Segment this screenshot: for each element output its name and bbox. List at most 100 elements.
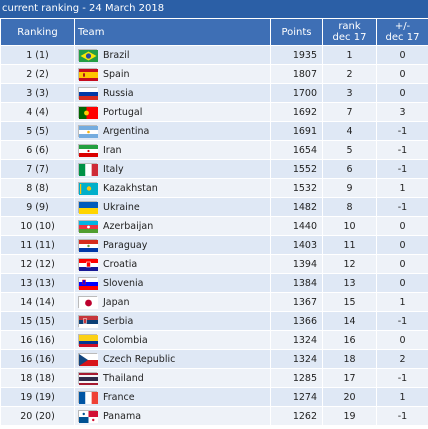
table-row: 8 (8) Kazakhstan 1532 9 1 — [0, 178, 428, 198]
table-row: 2 (2) Spain 1807 2 0 — [0, 64, 428, 84]
cell-rank-dec17: 2 — [322, 64, 377, 84]
cell-rank-dec17: 13 — [322, 273, 377, 293]
cell-team: Russia — [74, 83, 271, 103]
cell-diff-dec17: -1 — [376, 311, 428, 331]
header-diff-dec17: +/- dec 17 — [376, 18, 428, 46]
team-name[interactable]: Croatia — [103, 258, 138, 270]
cell-rank-dec17: 19 — [322, 406, 377, 426]
cell-team: Portugal — [74, 102, 271, 122]
table-row: 6 (6) Iran 1654 5 -1 — [0, 140, 428, 160]
team-name[interactable]: Azerbaijan — [103, 220, 154, 232]
cell-ranking: 10 (10) — [0, 216, 75, 236]
croatia-flag-icon — [78, 258, 98, 271]
team-name[interactable]: Italy — [103, 163, 124, 175]
cell-rank-dec17: 7 — [322, 102, 377, 122]
ukraine-flag-icon — [78, 201, 98, 214]
cell-diff-dec17: 0 — [376, 216, 428, 236]
table-row: 11 (11) Paraguay 1403 11 0 — [0, 235, 428, 255]
team-name[interactable]: Serbia — [103, 315, 134, 327]
team-name[interactable]: Russia — [103, 87, 134, 99]
cell-points: 1552 — [270, 159, 323, 179]
cell-rank-dec17: 20 — [322, 387, 377, 407]
cell-diff-dec17: 0 — [376, 254, 428, 274]
team-name[interactable]: Portugal — [103, 106, 143, 118]
table-row: 16 (16) Czech Republic 1324 18 2 — [0, 349, 428, 369]
cell-team: Colombia — [74, 330, 271, 350]
cell-points: 1403 — [270, 235, 323, 255]
cell-ranking: 14 (14) — [0, 292, 75, 312]
colombia-flag-icon — [78, 334, 98, 347]
cell-team: Azerbaijan — [74, 216, 271, 236]
cell-points: 1324 — [270, 349, 323, 369]
cell-ranking: 7 (7) — [0, 159, 75, 179]
azerbaijan-flag-icon — [78, 220, 98, 233]
team-name[interactable]: Kazakhstan — [103, 182, 158, 194]
cell-team: Croatia — [74, 254, 271, 274]
table-row: 16 (16) Colombia 1324 16 0 — [0, 330, 428, 350]
team-name[interactable]: Ukraine — [103, 201, 140, 213]
brazil-flag-icon — [78, 49, 98, 62]
team-name[interactable]: France — [103, 391, 135, 403]
team-name[interactable]: Thailand — [103, 372, 144, 384]
cell-rank-dec17: 12 — [322, 254, 377, 274]
cell-rank-dec17: 1 — [322, 45, 377, 65]
header-rank-line1: rank — [338, 21, 361, 32]
cell-team: France — [74, 387, 271, 407]
table-row: 4 (4) Portugal 1692 7 3 — [0, 102, 428, 122]
spain-flag-icon — [78, 68, 98, 81]
cell-team: Serbia — [74, 311, 271, 331]
cell-diff-dec17: 0 — [376, 330, 428, 350]
cell-rank-dec17: 5 — [322, 140, 377, 160]
cell-rank-dec17: 17 — [322, 368, 377, 388]
cell-rank-dec17: 4 — [322, 121, 377, 141]
cell-points: 1394 — [270, 254, 323, 274]
team-name[interactable]: Brazil — [103, 49, 130, 61]
cell-team: Paraguay — [74, 235, 271, 255]
team-name[interactable]: Japan — [103, 296, 130, 308]
team-name[interactable]: Czech Republic — [103, 353, 176, 365]
cell-points: 1654 — [270, 140, 323, 160]
japan-flag-icon — [78, 296, 98, 309]
table-row: 9 (9) Ukraine 1482 8 -1 — [0, 197, 428, 217]
team-name[interactable]: Iran — [103, 144, 122, 156]
cell-team: Italy — [74, 159, 271, 179]
cell-ranking: 5 (5) — [0, 121, 75, 141]
cell-points: 1367 — [270, 292, 323, 312]
team-name[interactable]: Panama — [103, 410, 142, 422]
team-name[interactable]: Spain — [103, 68, 130, 80]
cell-ranking: 2 (2) — [0, 64, 75, 84]
cell-team: Spain — [74, 64, 271, 84]
header-rank-dec17: rank dec 17 — [322, 18, 377, 46]
iran-flag-icon — [78, 144, 98, 157]
table-row: 1 (1) Brazil 1935 1 0 — [0, 45, 428, 65]
team-name[interactable]: Argentina — [103, 125, 150, 137]
team-name[interactable]: Colombia — [103, 334, 148, 346]
table-row: 3 (3) Russia 1700 3 0 — [0, 83, 428, 103]
cell-rank-dec17: 8 — [322, 197, 377, 217]
cell-points: 1384 — [270, 273, 323, 293]
cell-points: 1482 — [270, 197, 323, 217]
panama-flag-icon — [78, 410, 98, 423]
table-row: 18 (18) Thailand 1285 17 -1 — [0, 368, 428, 388]
russia-flag-icon — [78, 87, 98, 100]
cell-diff-dec17: 1 — [376, 178, 428, 198]
cell-team: Brazil — [74, 45, 271, 65]
cell-points: 1366 — [270, 311, 323, 331]
cell-rank-dec17: 3 — [322, 83, 377, 103]
argentina-flag-icon — [78, 125, 98, 138]
table-row: 13 (13) Slovenia 1384 13 0 — [0, 273, 428, 293]
ranking-table: Ranking Team Points rank dec 17 +/- dec … — [0, 18, 428, 426]
cell-rank-dec17: 11 — [322, 235, 377, 255]
table-row: 19 (19) France 1274 20 1 — [0, 387, 428, 407]
table-row: 20 (20) Panama 1262 19 -1 — [0, 406, 428, 426]
cell-team: Argentina — [74, 121, 271, 141]
cell-team: Thailand — [74, 368, 271, 388]
cell-rank-dec17: 15 — [322, 292, 377, 312]
team-name[interactable]: Paraguay — [103, 239, 148, 251]
cell-ranking: 6 (6) — [0, 140, 75, 160]
cell-ranking: 19 (19) — [0, 387, 75, 407]
cell-rank-dec17: 6 — [322, 159, 377, 179]
table-header-row: Ranking Team Points rank dec 17 +/- dec … — [0, 18, 428, 46]
team-name[interactable]: Slovenia — [103, 277, 144, 289]
